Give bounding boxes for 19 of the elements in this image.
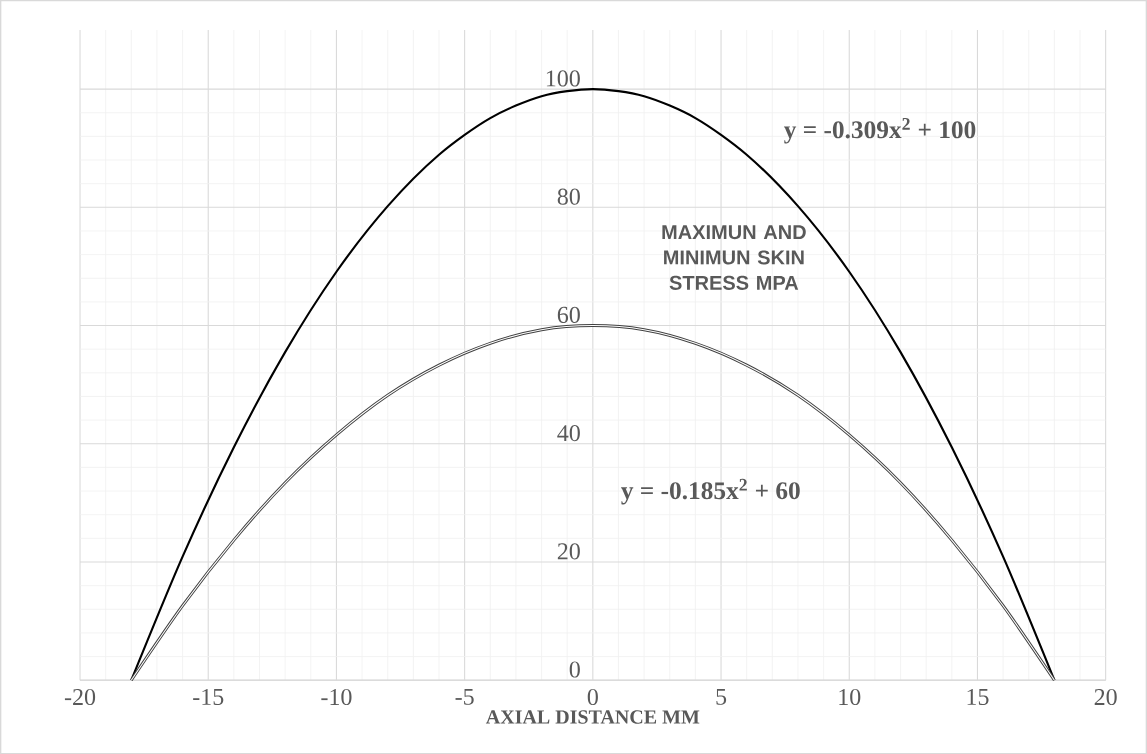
text: MAXIMUN AND MINIMUN SKIN STRESS MPA [662,225,806,290]
x-tick-label: 5 [716,688,727,705]
y-tick-label: 80 [557,188,580,205]
x-tick-label: -10 [321,688,352,705]
y-tick-label: 60 [557,306,580,323]
x-tick-label: 15 [967,688,989,705]
x-tick-label: -15 [193,688,224,705]
y-tick-label: 20 [557,543,580,560]
y-tick-label: 40 [557,424,580,442]
y-tick-label: 0 [569,661,580,678]
x-axis-title: AXIAL DISTANCE MM [485,710,700,724]
x-tick-label: 0 [587,688,598,705]
x-tick-label: -20 [64,688,96,705]
y-tick-label: 100 [546,70,580,87]
x-tick-label: -5 [455,688,474,705]
x-tick-label: 10 [839,688,861,705]
annotation: y = -0.309x$^{2}$ + 100 [783,117,976,144]
annotation: y = -0.185x$^{2}$ + 60 [621,478,800,505]
x-tick-label: 20 [1094,688,1117,705]
